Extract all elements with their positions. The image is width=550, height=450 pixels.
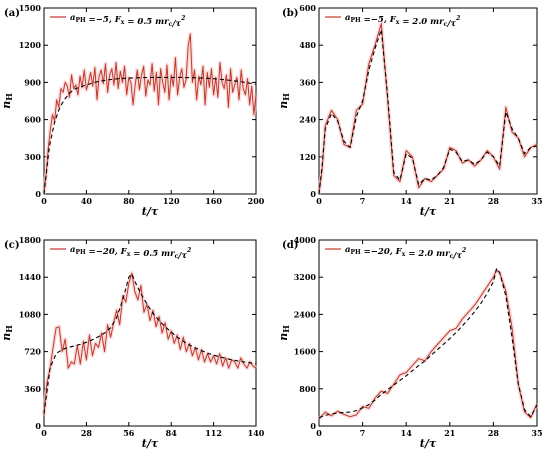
y-axis-label: nH: [0, 93, 14, 109]
y-tick-label: 1500: [19, 3, 42, 13]
y-tick-label: 800: [299, 384, 316, 394]
x-tick-label: 56: [123, 428, 135, 438]
panel-label: (d): [282, 240, 298, 251]
x-tick-label: 0: [41, 428, 47, 438]
y-tick-label: 600: [299, 3, 316, 13]
chart-panel-3: (c) 0 28 56 84 112 140 0 360 720 1080 1440 1800 aPH =…: [0, 235, 265, 450]
y-axis-label: nH: [0, 325, 14, 341]
y-tick-label: 240: [299, 115, 316, 125]
series-line-fit: [318, 268, 538, 419]
x-tick-label: 40: [81, 196, 93, 206]
x-tick-label: 28: [488, 196, 500, 206]
x-tick-label: 112: [205, 428, 222, 438]
y-tick-label: 0: [35, 189, 41, 199]
series-line-fit: [318, 29, 538, 195]
axes-frame: [43, 7, 257, 195]
series-line-simulation: [43, 33, 257, 195]
y-axis-label: nH: [277, 325, 291, 341]
x-tick-label: 7: [360, 196, 366, 206]
y-tick-label: 0: [310, 421, 316, 431]
chart-panel-4: (d) 0 7 14 21 28 35 0 800 1600 2400 3200 4000 aPH =−2…: [277, 235, 543, 450]
x-axis-label: t/τ: [420, 437, 437, 450]
chart-panel-2: (b) 0 7 14 21 28 35 0 120 240 360 480 600 aPH =−5, Fx…: [277, 3, 543, 218]
legend-entry: aPH =−20, Fx = 2.0 mrc/τ2: [345, 245, 466, 261]
x-tick-label: 120: [163, 196, 180, 206]
x-tick-label: 21: [444, 196, 455, 206]
y-tick-label: 600: [24, 115, 41, 125]
axes-frame: [318, 7, 538, 195]
x-tick-label: 200: [248, 196, 265, 206]
x-tick-label: 14: [401, 428, 413, 438]
legend-entry: aPH =−5, Fx = 2.0 mrc/τ2: [345, 13, 460, 29]
y-tick-label: 720: [24, 347, 41, 357]
series-line-simulation: [43, 272, 257, 416]
x-tick-label: 0: [316, 428, 322, 438]
y-tick-label: 300: [24, 152, 41, 162]
y-tick-label: 1600: [294, 347, 317, 357]
y-tick-label: 3200: [294, 272, 317, 282]
x-axis-label: t/τ: [420, 205, 437, 218]
axes-frame: [43, 239, 257, 427]
x-tick-label: 80: [123, 196, 135, 206]
x-tick-label: 84: [166, 428, 178, 438]
x-tick-label: 14: [401, 196, 413, 206]
series-glow: [317, 21, 538, 195]
series-line-fit: [43, 76, 257, 195]
legend-entry: aPH =−20, Fx = 0.5 mrc/τ2: [70, 245, 191, 261]
y-tick-label: 2400: [294, 309, 317, 319]
x-tick-label: 28: [81, 428, 93, 438]
x-tick-label: 35: [531, 196, 542, 206]
x-tick-label: 140: [248, 428, 265, 438]
series-glow: [42, 32, 258, 195]
y-tick-label: 0: [310, 189, 316, 199]
panel-label: (c): [4, 240, 20, 251]
series-glow: [42, 271, 258, 416]
y-tick-label: 900: [24, 77, 41, 87]
y-tick-label: 1200: [19, 40, 42, 50]
series-glow: [317, 268, 539, 421]
x-tick-label: 160: [205, 196, 222, 206]
panel-label: (a): [4, 8, 20, 19]
axes-frame: [318, 239, 538, 427]
x-axis-label: t/τ: [142, 437, 159, 450]
series-line-fit: [43, 273, 257, 414]
panel-label: (b): [282, 8, 298, 19]
x-axis-label: t/τ: [142, 205, 159, 218]
x-tick-label: 0: [41, 196, 47, 206]
y-tick-label: 4000: [294, 235, 317, 245]
x-tick-label: 0: [316, 196, 322, 206]
legend-entry: aPH =−5, Fx = 0.5 mrc/τ2: [70, 13, 185, 29]
x-tick-label: 35: [531, 428, 542, 438]
y-axis-label: nH: [277, 93, 291, 109]
y-tick-label: 1800: [19, 235, 42, 245]
y-tick-label: 480: [299, 40, 316, 50]
y-tick-label: 1080: [19, 309, 42, 319]
x-tick-label: 7: [360, 428, 366, 438]
y-tick-label: 360: [24, 384, 41, 394]
y-tick-label: 0: [35, 421, 41, 431]
y-tick-label: 1440: [19, 272, 42, 282]
chart-panel-1: (a) 0 40 80 120 160 200 0 300 600 900 1200 1500 aPH =…: [0, 3, 265, 218]
x-tick-label: 28: [488, 428, 500, 438]
y-tick-label: 120: [299, 152, 316, 162]
x-tick-label: 21: [444, 428, 455, 438]
y-tick-label: 360: [299, 77, 316, 87]
